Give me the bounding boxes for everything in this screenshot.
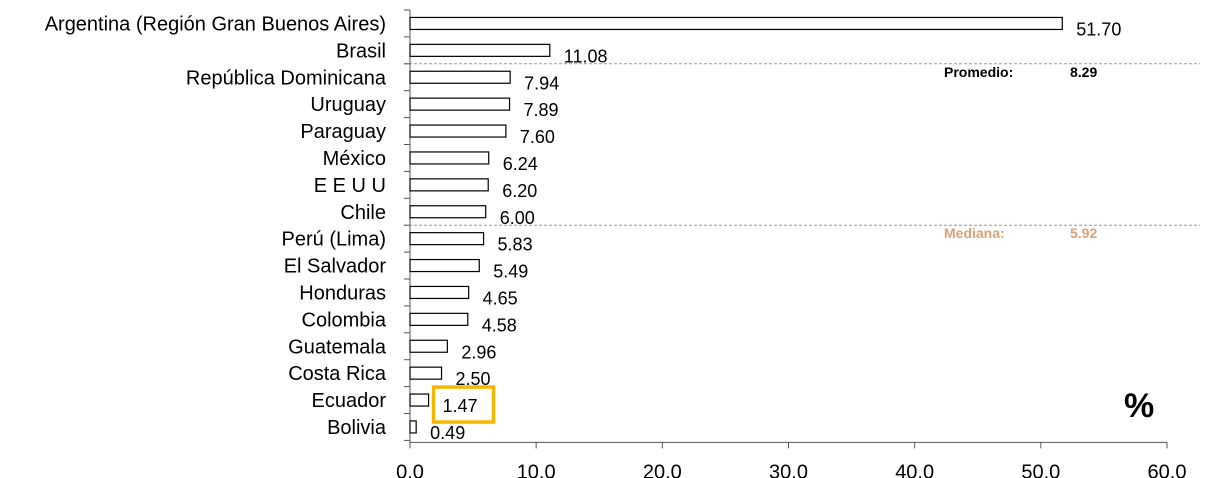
bar-brasil <box>409 43 551 57</box>
category-label: El Salvador <box>284 256 387 278</box>
unit-label: % <box>1124 387 1154 425</box>
category-label: Paraguay <box>300 121 386 143</box>
category-label: Brasil <box>336 40 386 62</box>
value-label: 2.50 <box>456 369 491 389</box>
category-label: México <box>323 148 386 170</box>
x-tick-label: 60.0 <box>1148 461 1187 478</box>
bar-honduras <box>409 285 470 300</box>
category-label: Uruguay <box>310 94 386 116</box>
mediana-label: Mediana: <box>944 225 1005 241</box>
category-label: Honduras <box>299 282 386 304</box>
reference-lines: Promedio: 8.29 Mediana: 5.92 <box>404 63 1200 241</box>
category-label: Perú (Lima) <box>282 229 386 251</box>
category-label: Guatemala <box>288 336 387 358</box>
bar-mexico <box>409 151 490 165</box>
bar-ecuador <box>409 393 430 407</box>
x-tick-label: 10.0 <box>517 461 556 478</box>
x-tick-label: 40.0 <box>895 461 934 478</box>
value-label: 51.70 <box>1076 19 1121 39</box>
category-label: Costa Rica <box>288 363 387 385</box>
bar-uruguay <box>409 97 511 111</box>
value-label: 7.60 <box>520 127 555 147</box>
bar-el-salvador <box>409 258 480 273</box>
bar-chile <box>409 205 487 219</box>
value-label: 6.00 <box>500 208 535 228</box>
category-label: Colombia <box>302 309 387 331</box>
x-tick-label: 20.0 <box>643 461 682 478</box>
bar-argentina-region-gran-buenos-aires <box>409 16 1063 31</box>
bar-guatemala <box>409 339 448 353</box>
category-label: E E U U <box>314 175 386 197</box>
category-label: Chile <box>340 202 386 224</box>
value-label: 0.49 <box>430 423 465 443</box>
bar-bolivia <box>409 420 417 434</box>
bar-paraguay <box>409 124 507 138</box>
value-label: 6.20 <box>502 181 537 201</box>
value-label: 2.96 <box>461 342 496 362</box>
value-label: 1.47 <box>443 396 478 416</box>
category-label: Ecuador <box>312 390 387 412</box>
bar-costa-rica <box>409 366 443 380</box>
value-label: 4.58 <box>482 315 517 335</box>
value-label: 7.89 <box>524 100 559 120</box>
value-label: 11.08 <box>564 46 608 66</box>
bar-colombia <box>409 312 469 326</box>
value-label: 7.94 <box>524 73 559 93</box>
bar-e-e-u-u <box>409 178 489 192</box>
promedio-value: 8.29 <box>1070 64 1097 80</box>
x-tick-label: 0.0 <box>396 461 424 478</box>
bar-republica-dominicana <box>409 70 511 84</box>
highlight-box <box>431 385 496 424</box>
labels: Argentina (Región Gran Buenos Aires) 51.7… <box>45 13 1122 443</box>
bar-peru-lima <box>409 232 485 246</box>
promedio-label: Promedio: <box>944 64 1013 80</box>
x-tick-label: 30.0 <box>769 461 808 478</box>
value-label: 5.49 <box>493 262 528 282</box>
category-label: Bolivia <box>327 417 387 439</box>
category-label: Argentina (Región Gran Buenos Aires) <box>45 13 386 35</box>
x-tick-label: 50.0 <box>1021 461 1060 478</box>
mediana-value: 5.92 <box>1070 225 1097 241</box>
value-label: 6.24 <box>503 154 538 174</box>
value-label: 5.83 <box>498 235 533 255</box>
value-label: 4.65 <box>483 288 518 308</box>
bars <box>409 16 1063 434</box>
category-label: República Dominicana <box>186 67 387 89</box>
axes: 0.0 10.0 20.0 30.0 40.0 50.0 60.0 <box>396 9 1187 478</box>
